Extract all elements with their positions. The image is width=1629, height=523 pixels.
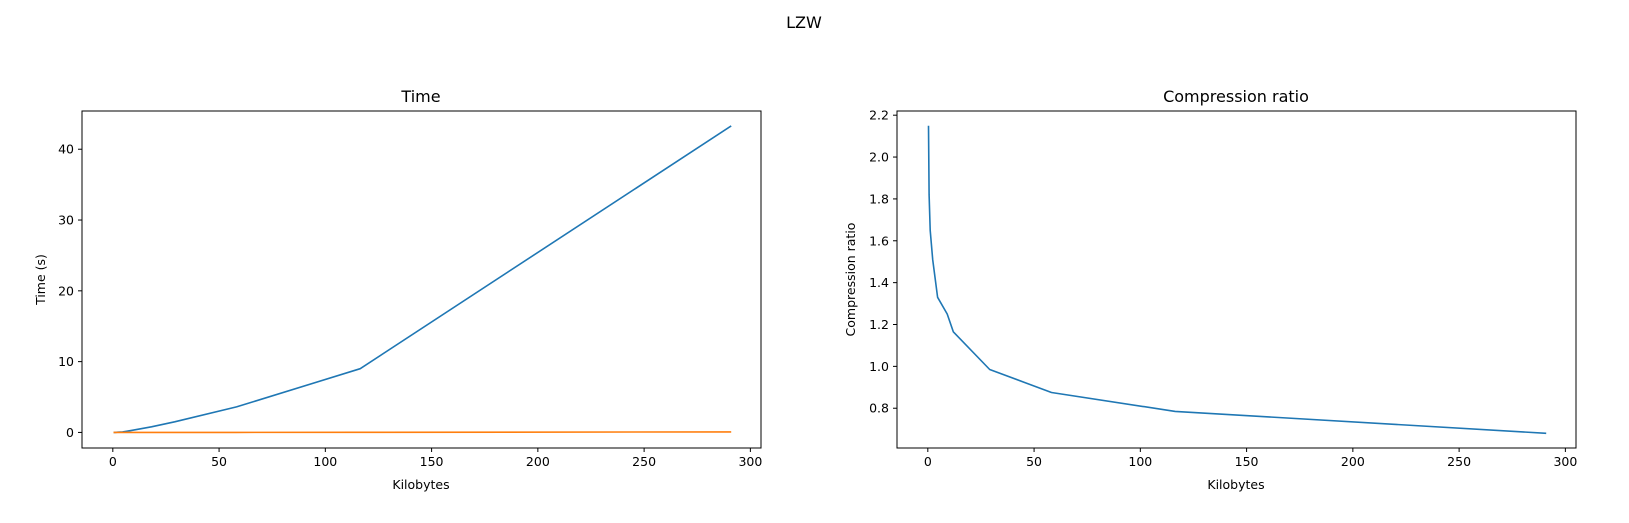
chart-compression-xtick-label: 100 (1128, 454, 1152, 469)
chart-compression: Compression ratio Kilobytes Compression … (843, 87, 1577, 492)
chart-compression-ytick-label: 2.2 (869, 108, 889, 123)
chart-time-xtick-label: 300 (738, 454, 762, 469)
chart-time-xtick-label: 200 (526, 454, 550, 469)
chart-time-series-2-line (113, 431, 732, 434)
chart-time-series-1-line (113, 125, 732, 434)
chart-compression-xtick-label: 50 (1026, 454, 1042, 469)
chart-compression-ylabel: Compression ratio (843, 223, 858, 337)
chart-time-xlabel: Kilobytes (392, 477, 449, 492)
chart-compression-ytick-label: 1.6 (869, 233, 889, 248)
chart-time-ytick-label: 0 (66, 425, 74, 440)
chart-compression-ytick-label: 1.8 (869, 191, 889, 206)
chart-time-ytick-label: 20 (58, 283, 74, 298)
chart-compression-ytick-label: 1.2 (869, 317, 889, 332)
chart-compression-ytick-label: 0.8 (869, 401, 889, 416)
chart-compression-xlabel: Kilobytes (1207, 477, 1264, 492)
chart-time-frame (81, 110, 762, 449)
chart-compression-series-1-line (927, 125, 1547, 435)
chart-time-ytick-label: 10 (58, 354, 74, 369)
chart-compression-ytick-label: 2.0 (869, 150, 889, 165)
chart-compression-ytick-label: 1.0 (869, 359, 889, 374)
chart-time-xtick-label: 150 (420, 454, 444, 469)
figure-title: LZW (786, 13, 822, 32)
chart-compression-xtick-label: 0 (924, 454, 932, 469)
chart-time-xtick-label: 50 (211, 454, 227, 469)
chart-time-ytick-label: 30 (58, 213, 74, 228)
chart-compression-xtick-label: 300 (1553, 454, 1577, 469)
chart-time-ytick-label: 40 (58, 142, 74, 157)
chart-compression-title: Compression ratio (1163, 87, 1309, 106)
chart-compression-frame (896, 110, 1577, 449)
chart-time-title: Time (400, 87, 440, 106)
chart-compression-xtick-label: 150 (1235, 454, 1259, 469)
chart-time: Time Kilobytes Time (s) 0 50 100 150 200 250 3… (33, 87, 762, 492)
chart-compression-ytick-label: 1.4 (869, 275, 889, 290)
chart-time-xtick-label: 250 (632, 454, 656, 469)
chart-compression-xtick-label: 250 (1447, 454, 1471, 469)
chart-compression-xtick-label: 200 (1341, 454, 1365, 469)
chart-time-ylabel: Time (s) (33, 254, 48, 306)
chart-time-xtick-label: 100 (313, 454, 337, 469)
chart-time-xtick-label: 0 (109, 454, 117, 469)
